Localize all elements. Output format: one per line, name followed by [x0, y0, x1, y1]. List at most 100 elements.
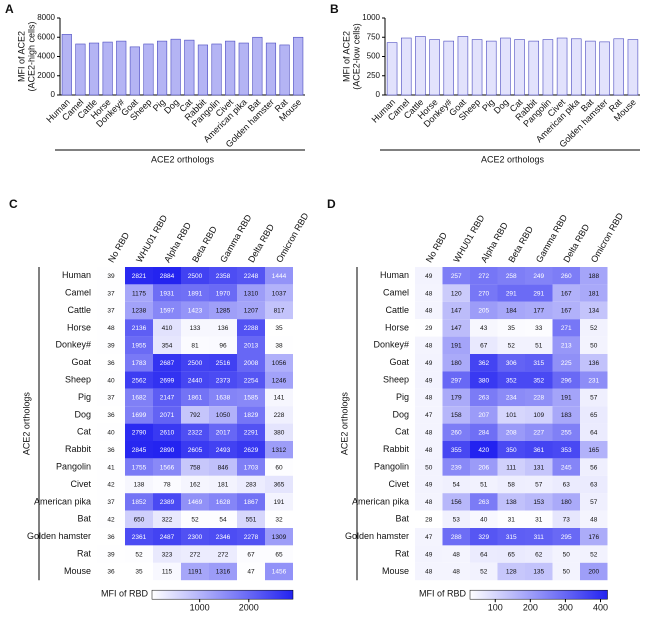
heatmap-cell	[442, 475, 470, 494]
cell-value: 1628	[216, 499, 231, 506]
cell-value: 48	[425, 308, 433, 315]
heatmap-cell	[265, 562, 293, 581]
cell-value: 48	[425, 499, 433, 506]
bar	[61, 34, 72, 96]
heatmap-cell	[470, 371, 498, 389]
heatmap-cell	[415, 510, 443, 528]
cell-value: 73	[563, 517, 571, 524]
heatmap-cell	[153, 406, 181, 424]
heatmap-cell	[97, 319, 125, 337]
heatmap-cell	[415, 475, 443, 494]
cell-value: 551	[246, 517, 257, 524]
cell-value: 165	[588, 447, 599, 454]
cell-value: 410	[162, 325, 173, 332]
panel-label: B	[330, 2, 339, 16]
x-axis-label: ACE2 orthologs	[151, 154, 215, 164]
cell-value: 1970	[216, 290, 231, 297]
cell-value: 191	[561, 395, 572, 402]
cell-value: 650	[134, 517, 145, 524]
colorbar-tick-label: 2000	[239, 603, 259, 613]
cell-value: 311	[534, 534, 545, 541]
row-label: Rabbit	[383, 444, 410, 454]
cell-value: 57	[590, 499, 598, 506]
cell-value: 50	[563, 569, 571, 576]
cell-value: 2013	[244, 343, 259, 350]
row-label: Donkey#	[373, 340, 409, 350]
heatmap-cell	[209, 545, 237, 563]
heatmap-cell	[97, 301, 125, 320]
heatmap-cell	[415, 441, 443, 459]
heatmap-cell	[237, 441, 265, 459]
cell-value: 101	[506, 412, 517, 419]
bar	[457, 36, 469, 96]
cell-value: 2248	[244, 273, 259, 280]
heatmap-cell	[181, 545, 209, 563]
cell-value: 207	[478, 412, 489, 419]
cell-value: 2699	[160, 377, 175, 384]
cell-value: 183	[561, 412, 572, 419]
heatmap-cell	[265, 371, 293, 389]
heatmap-cell	[209, 319, 237, 337]
colorbar	[469, 589, 608, 600]
cell-value: 1469	[188, 499, 203, 506]
heatmap-cell	[415, 336, 443, 354]
cell-value: 272	[478, 273, 489, 280]
heatmap-cell	[265, 458, 293, 476]
heatmap-cell	[237, 528, 265, 546]
cell-value: 39	[107, 343, 115, 350]
heatmap-cell	[442, 371, 470, 389]
row-label: American pika	[352, 496, 409, 506]
cell-value: 1175	[132, 290, 146, 297]
heatmap-cell	[497, 284, 525, 302]
heatmap-cell	[265, 545, 293, 563]
cell-value: 39	[107, 273, 115, 280]
cell-value: 263	[478, 499, 489, 506]
bar	[415, 36, 426, 96]
heatmap-cell	[415, 493, 443, 511]
heatmap-cell	[153, 388, 181, 407]
cell-value: 329	[478, 534, 489, 541]
cell-value: 1238	[132, 308, 147, 315]
row-label: American pika	[34, 496, 91, 506]
cell-value: 380	[478, 377, 489, 384]
cell-value: 135	[533, 569, 544, 576]
heatmap-cell	[265, 284, 293, 302]
heatmap-cell	[525, 493, 553, 511]
cell-value: 1316	[216, 569, 231, 576]
cell-value: 52	[590, 325, 598, 332]
panel-label: A	[5, 2, 14, 16]
heatmap-cell	[442, 319, 470, 337]
cell-value: 2017	[216, 430, 231, 437]
cell-value: 1312	[272, 447, 287, 454]
heatmap-cell	[265, 475, 293, 494]
cell-value: 361	[533, 447, 544, 454]
bar	[75, 43, 86, 96]
heatmap-cell	[237, 510, 265, 528]
cell-value: 206	[478, 464, 489, 471]
heatmap-cell	[237, 371, 265, 389]
cell-value: 1423	[188, 308, 203, 315]
heatmap-cell	[181, 371, 209, 389]
cell-value: 234	[506, 395, 517, 402]
heatmap-cell	[552, 354, 580, 372]
cell-value: 181	[588, 290, 599, 297]
cell-value: 162	[190, 482, 201, 489]
cell-value: 284	[478, 430, 489, 437]
heatmap-cell	[470, 319, 498, 337]
heatmap-cell	[209, 406, 237, 424]
cell-value: 1891	[188, 290, 203, 297]
heatmap-cell	[525, 475, 553, 494]
cell-value: 2136	[132, 325, 147, 332]
heatmap-cell	[497, 441, 525, 459]
cell-value: 181	[218, 482, 229, 489]
heatmap-cell	[525, 510, 553, 528]
heatmap-cell	[153, 354, 181, 372]
cell-value: 260	[451, 430, 462, 437]
cell-value: 49	[425, 360, 433, 367]
cell-value: 1931	[160, 290, 175, 297]
heatmap-cell	[497, 354, 525, 372]
cell-value: 1861	[188, 395, 203, 402]
cell-value: 28	[425, 517, 433, 524]
bar	[157, 40, 168, 96]
heatmap-cell	[153, 493, 181, 511]
